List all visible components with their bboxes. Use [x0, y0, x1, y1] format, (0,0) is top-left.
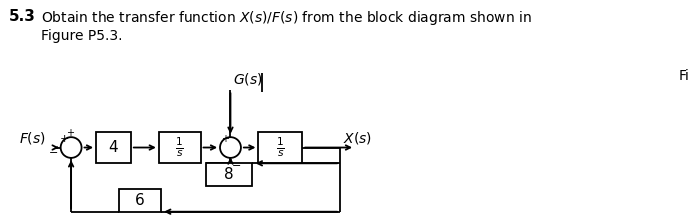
Text: −: − — [49, 148, 59, 158]
Text: +: + — [66, 128, 74, 138]
Text: Fi: Fi — [679, 69, 690, 82]
Bar — [206, 163, 253, 186]
Text: 4: 4 — [108, 140, 118, 155]
Text: 5.3: 5.3 — [8, 9, 35, 24]
Bar — [258, 132, 302, 163]
Circle shape — [61, 137, 82, 158]
Text: 8: 8 — [224, 167, 234, 182]
Bar — [96, 132, 131, 163]
Text: −: − — [232, 161, 241, 171]
Text: 6: 6 — [135, 193, 145, 208]
Text: +: + — [221, 134, 229, 144]
Text: Obtain the transfer function $X(s)/F(s)$ from the block diagram shown in: Obtain the transfer function $X(s)/F(s)$… — [41, 9, 532, 27]
Text: $G(s)$: $G(s)$ — [234, 71, 263, 87]
Text: $\frac{1}{s}$: $\frac{1}{s}$ — [276, 136, 285, 159]
Text: $\frac{1}{s}$: $\frac{1}{s}$ — [175, 136, 184, 159]
Text: +: + — [60, 134, 69, 144]
Text: $X(s)$: $X(s)$ — [343, 130, 372, 146]
Circle shape — [220, 137, 241, 158]
Bar — [119, 189, 161, 212]
Text: Figure P5.3.: Figure P5.3. — [41, 29, 122, 43]
Text: $F(s)$: $F(s)$ — [20, 130, 46, 146]
Bar — [159, 132, 201, 163]
